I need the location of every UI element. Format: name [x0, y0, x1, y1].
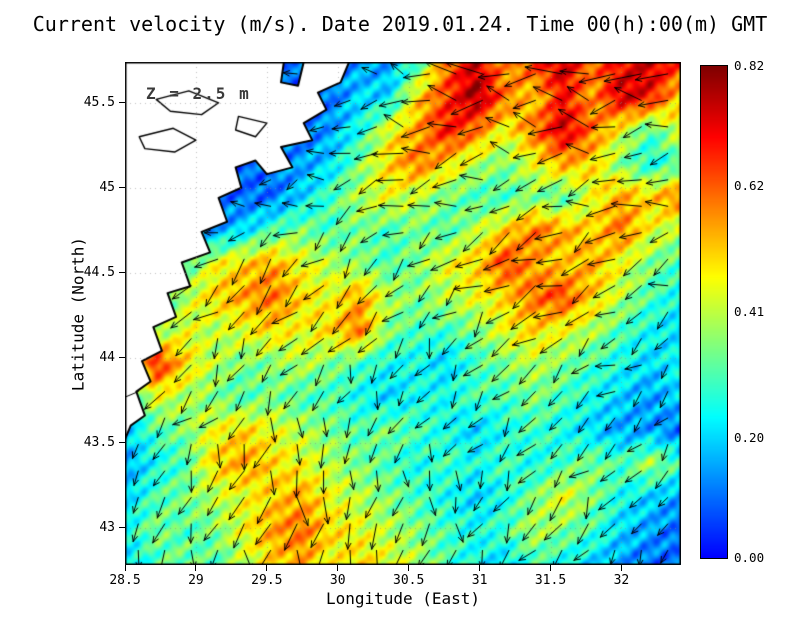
x-tick-mark	[550, 565, 551, 571]
x-tick-mark	[337, 565, 339, 571]
y-tick-mark	[119, 272, 125, 274]
x-tick-mark	[195, 565, 197, 571]
y-tick-label: 45	[99, 179, 115, 195]
x-tick-mark	[266, 565, 268, 571]
y-tick-mark	[119, 357, 125, 359]
x-tick-mark	[620, 565, 622, 571]
x-tick-label: 31	[471, 573, 488, 588]
y-tick-label: 44.5	[83, 264, 115, 280]
x-tick-label: 30	[329, 573, 346, 588]
x-tick-label: 32	[613, 573, 630, 588]
x-tick-label: 29.5	[251, 573, 283, 588]
y-tick-label: 44	[99, 349, 115, 365]
colorbar-tick-label: 0.41	[734, 304, 765, 319]
x-tick-label: 29	[188, 573, 204, 588]
x-axis-label: Longitude (East)	[325, 589, 481, 608]
y-tick-mark	[119, 102, 125, 104]
x-tick-mark	[408, 565, 410, 571]
colorbar	[700, 65, 728, 559]
colorbar-tick-label: 0.20	[734, 430, 765, 445]
chart-title: Current velocity (m/s). Date 2019.01.24.…	[32, 12, 768, 36]
x-tick-label: 31.5	[534, 573, 567, 588]
colorbar-tick-label: 0.82	[734, 58, 765, 73]
x-tick-label: 28.5	[109, 573, 141, 588]
depth-annotation: Z = 2.5 m	[146, 84, 251, 103]
y-tick-label: 43.5	[83, 434, 115, 450]
colorbar-tick-label: 0.62	[734, 178, 765, 193]
y-axis-label: Latitude (North)	[68, 236, 88, 392]
y-tick-label: 45.5	[83, 94, 115, 110]
y-tick-mark	[119, 187, 125, 189]
y-tick-mark	[119, 527, 125, 529]
y-tick-label: 43	[99, 519, 115, 535]
colorbar-tick-label: 0.00	[734, 550, 765, 565]
x-tick-label: 30.5	[393, 573, 425, 588]
velocity-map-canvas	[125, 62, 681, 565]
x-tick-mark	[124, 565, 126, 571]
y-tick-mark	[119, 442, 125, 444]
x-tick-mark	[479, 565, 481, 571]
